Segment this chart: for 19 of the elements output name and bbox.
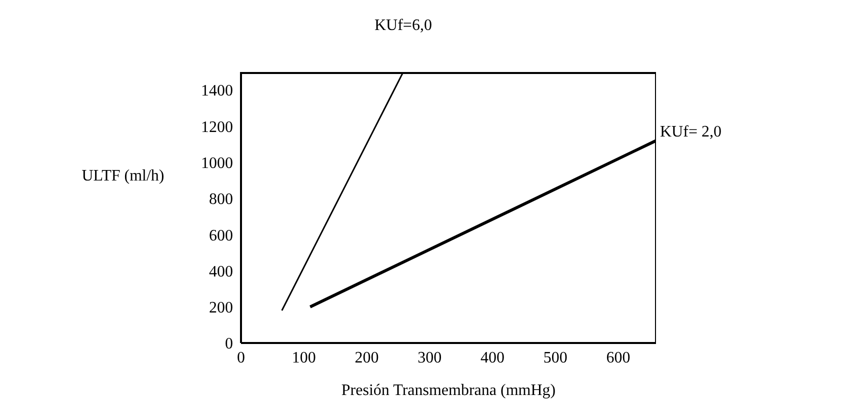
y-axis-title: ULTF (ml/h): [82, 167, 164, 184]
y-tick-label: 400: [209, 263, 233, 280]
x-tick-label: 300: [418, 349, 442, 366]
x-axis-title: Presión Transmembrana (mmHg): [341, 382, 556, 399]
y-tick-label: 1400: [201, 82, 233, 100]
x-tick-label: 200: [354, 349, 379, 366]
x-tick-label: 100: [292, 349, 316, 366]
y-tick-label: 1200: [201, 118, 233, 136]
x-tick-label: 0: [237, 349, 245, 366]
y-tick-label: 0: [225, 336, 233, 353]
y-tick-label: 200: [209, 300, 233, 317]
series-label: KUf= 2,0: [660, 124, 722, 141]
y-tick-label: 600: [209, 227, 233, 244]
x-tick-label: 600: [606, 349, 630, 366]
text: KUf=6,0: [374, 17, 432, 34]
x-tick-label: 500: [543, 349, 568, 366]
y-tick-label: 800: [209, 191, 233, 208]
y-tick-label: 1000: [201, 155, 233, 172]
x-tick-label: 400: [480, 349, 505, 366]
